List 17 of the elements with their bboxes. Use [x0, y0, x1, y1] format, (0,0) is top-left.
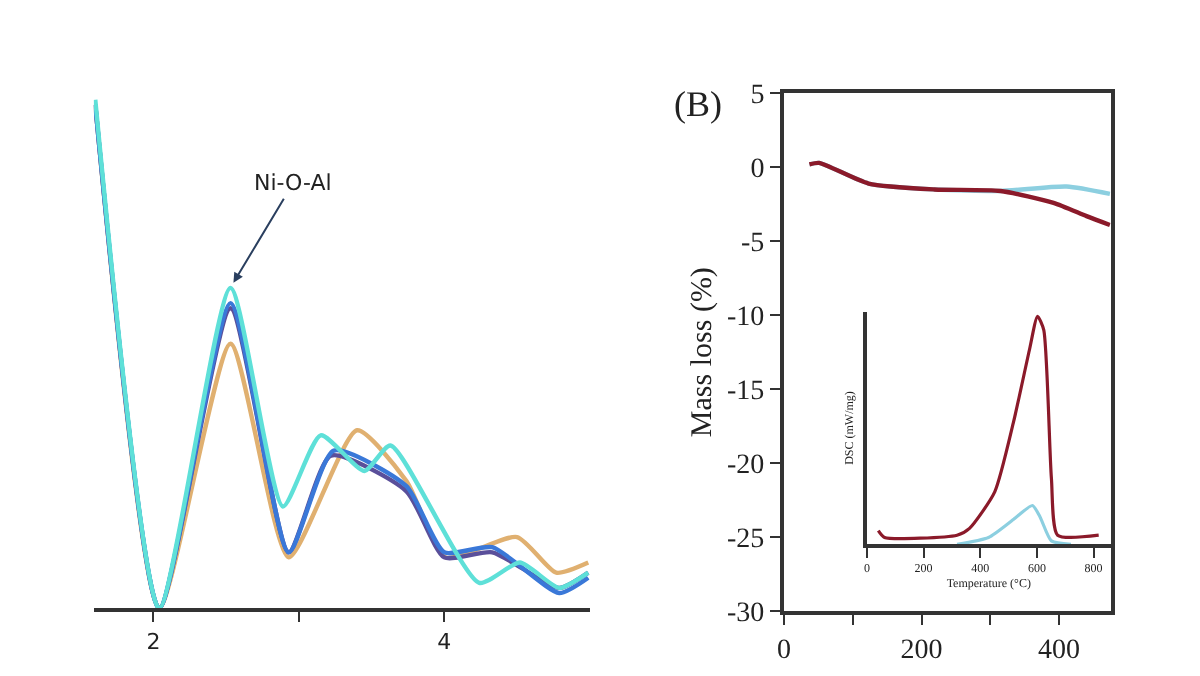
- x-tick-label: 0: [776, 636, 791, 667]
- y-tick-label: -15: [727, 376, 765, 407]
- y-axis-title: Mass loss (%): [686, 267, 719, 438]
- y-tick-label: -25: [727, 524, 765, 555]
- y-tick-label: -20: [727, 450, 765, 481]
- chart-title: (B): [674, 84, 722, 124]
- x-tick-label: 4: [437, 628, 452, 655]
- line-series: [807, 160, 1111, 228]
- annotation: Ni-O-Al: [254, 170, 332, 196]
- y-tick-label: -5: [741, 229, 765, 260]
- x-tick-label: 2: [146, 628, 161, 655]
- x-tick-label: 200: [900, 636, 943, 667]
- y-tick-label: -30: [727, 598, 765, 629]
- y-tick-label: -10: [727, 302, 765, 333]
- y-tick-label: 5: [750, 81, 765, 112]
- y-tick-label: 0: [750, 155, 765, 186]
- x-tick-label: 400: [1038, 636, 1081, 667]
